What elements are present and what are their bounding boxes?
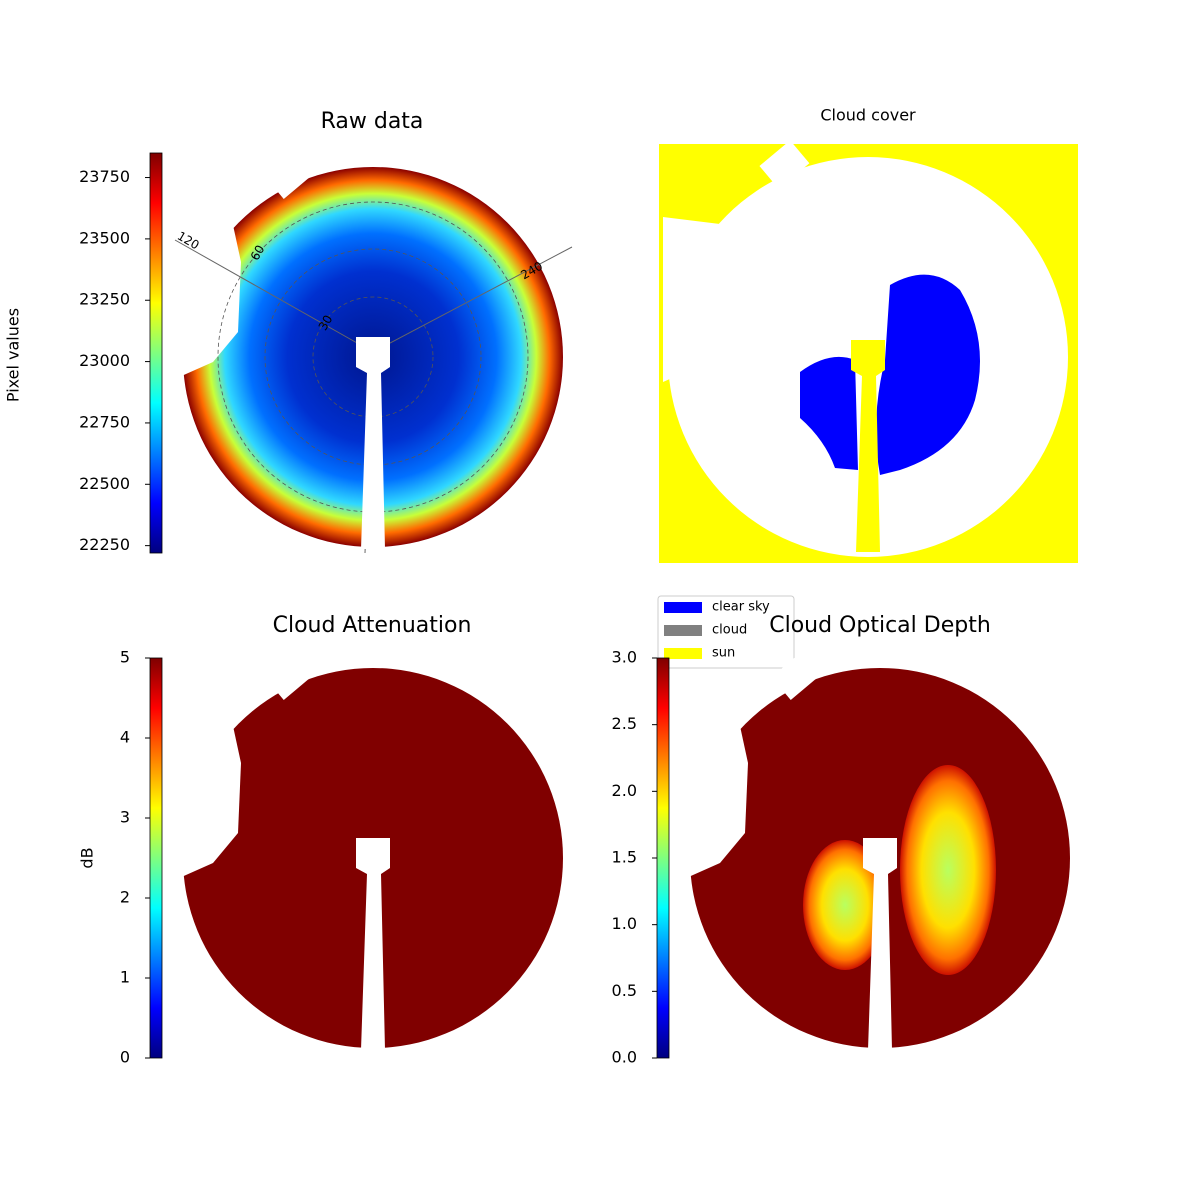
colorbar-tick-label: 0 [120,1048,130,1067]
colorbar-tick-label: 4 [120,728,130,747]
sun-shade [851,340,885,552]
legend-swatch [664,625,702,636]
colorbar-tick-label: 23750 [79,167,130,186]
polar-line [174,239,374,353]
clear-sky-region [800,356,858,470]
sky-mask [168,217,241,382]
panel [659,140,1078,563]
polar-label: 30 [316,313,336,333]
colorbar-label: dB [78,847,97,868]
colorbar-tick-label: 23500 [79,228,130,247]
sky-mask [675,718,748,883]
cloud-region [900,765,996,975]
panel-title: Cloud Attenuation [273,613,472,638]
sky-mask [168,718,241,883]
colorbar-tick-label: 2.5 [612,714,637,733]
colorbar-tick-label: 23250 [79,290,130,309]
colorbar [149,657,163,1059]
sun-shade [863,838,897,1050]
sun-shade [356,838,390,1050]
legend-label: clear sky [712,600,770,615]
colorbar-tick-label: 22250 [79,535,130,554]
colorbar-tick-label: 2 [120,888,130,907]
colorbar-tick-label: 5 [120,648,130,667]
colorbar-tick-label: 0.0 [612,1048,637,1067]
panel-title: Cloud cover [820,106,916,125]
colorbar-tick-label: 2.0 [612,781,637,800]
colorbar-tick-label: 22750 [79,412,130,431]
legend-label: cloud [712,623,747,638]
panel-title: Raw data [321,109,424,134]
colorbar [149,152,163,554]
legend-label: sun [712,646,735,661]
legend-swatch [664,648,702,659]
colorbar-tick-label: 1.0 [612,914,637,933]
polar-label: 60 [248,243,268,263]
cloud-region [803,840,887,970]
polar-line [372,246,573,353]
sky-mask [771,651,822,701]
colorbar-tick-label: 3.0 [612,648,637,667]
legend: clear sky cloud sun [657,595,795,669]
sky-mask [663,217,736,382]
sky-mask [759,140,810,190]
colorbar-tick-label: 0.5 [612,981,637,1000]
colorbar [656,657,670,1059]
sun-shade [356,337,390,549]
panel [675,651,1070,1050]
polar-circle [217,201,529,513]
colorbar-tick-label: 22500 [79,474,130,493]
colorbar-label: Pixel values [4,308,23,402]
sky-mask [264,150,315,200]
colorbar-tick-label: 1 [120,968,130,987]
colorbar-tick-label: 3 [120,808,130,827]
sky-mask [264,651,315,701]
colorbar-tick-label: 23000 [79,351,130,370]
colorbar-tick-label: 1.5 [612,848,637,867]
panel [168,651,563,1050]
panel-title: Cloud Optical Depth [769,613,991,638]
clear-sky-region [876,274,980,475]
legend-swatch [664,602,702,613]
